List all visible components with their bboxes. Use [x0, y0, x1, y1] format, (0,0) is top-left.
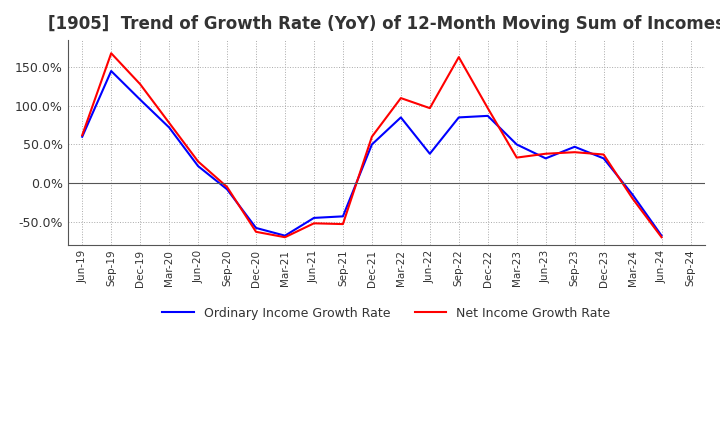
Line: Ordinary Income Growth Rate: Ordinary Income Growth Rate — [82, 71, 662, 236]
Ordinary Income Growth Rate — [629, 192, 637, 198]
Ordinary Income Growth Rate — [426, 151, 434, 156]
Ordinary Income Growth Rate — [165, 125, 174, 130]
Ordinary Income Growth Rate — [657, 233, 666, 238]
Ordinary Income Growth Rate — [570, 144, 579, 150]
Title: [1905]  Trend of Growth Rate (YoY) of 12-Month Moving Sum of Incomes: [1905] Trend of Growth Rate (YoY) of 12-… — [48, 15, 720, 33]
Net Income Growth Rate — [165, 120, 174, 125]
Net Income Growth Rate — [252, 229, 261, 235]
Line: Net Income Growth Rate: Net Income Growth Rate — [82, 53, 662, 237]
Ordinary Income Growth Rate — [136, 97, 145, 102]
Net Income Growth Rate — [194, 159, 202, 164]
Net Income Growth Rate — [78, 132, 86, 138]
Net Income Growth Rate — [570, 150, 579, 155]
Ordinary Income Growth Rate — [222, 187, 231, 192]
Net Income Growth Rate — [222, 184, 231, 190]
Ordinary Income Growth Rate — [281, 233, 289, 238]
Ordinary Income Growth Rate — [338, 214, 347, 219]
Ordinary Income Growth Rate — [397, 115, 405, 120]
Net Income Growth Rate — [136, 81, 145, 87]
Net Income Growth Rate — [310, 221, 318, 226]
Ordinary Income Growth Rate — [513, 142, 521, 147]
Ordinary Income Growth Rate — [107, 68, 115, 73]
Ordinary Income Growth Rate — [368, 142, 377, 147]
Ordinary Income Growth Rate — [194, 164, 202, 169]
Net Income Growth Rate — [397, 95, 405, 101]
Legend: Ordinary Income Growth Rate, Net Income Growth Rate: Ordinary Income Growth Rate, Net Income … — [157, 302, 616, 325]
Net Income Growth Rate — [281, 235, 289, 240]
Net Income Growth Rate — [629, 196, 637, 201]
Net Income Growth Rate — [107, 51, 115, 56]
Net Income Growth Rate — [599, 152, 608, 157]
Ordinary Income Growth Rate — [78, 134, 86, 139]
Net Income Growth Rate — [368, 134, 377, 139]
Ordinary Income Growth Rate — [541, 156, 550, 161]
Ordinary Income Growth Rate — [310, 215, 318, 220]
Ordinary Income Growth Rate — [252, 225, 261, 231]
Net Income Growth Rate — [513, 155, 521, 160]
Net Income Growth Rate — [454, 55, 463, 60]
Net Income Growth Rate — [338, 221, 347, 227]
Ordinary Income Growth Rate — [454, 115, 463, 120]
Net Income Growth Rate — [426, 106, 434, 111]
Net Income Growth Rate — [483, 106, 492, 111]
Ordinary Income Growth Rate — [483, 113, 492, 118]
Net Income Growth Rate — [541, 151, 550, 156]
Net Income Growth Rate — [657, 235, 666, 240]
Ordinary Income Growth Rate — [599, 156, 608, 161]
